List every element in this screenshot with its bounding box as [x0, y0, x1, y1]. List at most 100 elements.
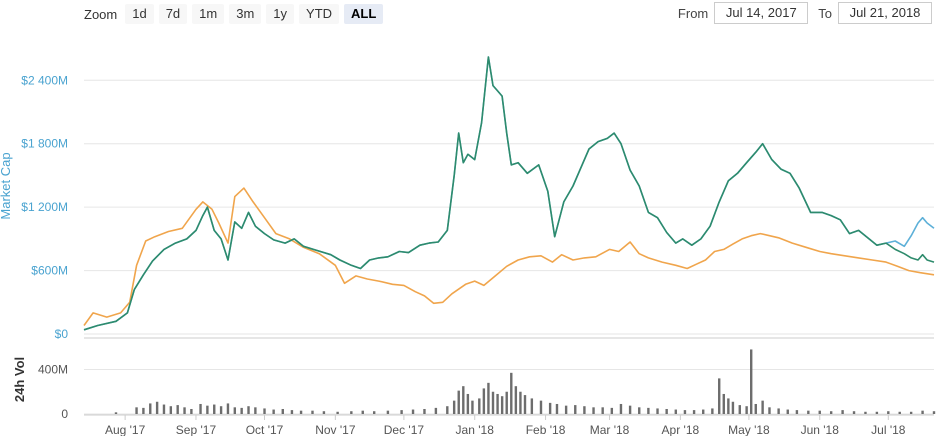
- volume-bar: [149, 403, 152, 414]
- volume-bar: [807, 410, 810, 414]
- volume-bar: [411, 409, 415, 414]
- volume-bar: [281, 408, 284, 414]
- volume-bar: [233, 407, 237, 414]
- volume-bar: [722, 393, 725, 414]
- volume-bar: [514, 386, 518, 414]
- volume-bar: [674, 409, 678, 414]
- volume-bar: [738, 405, 741, 414]
- y-axis-title: Market Cap: [0, 152, 13, 219]
- zoom-all-button[interactable]: ALL: [344, 4, 384, 24]
- volume-bar: [482, 388, 486, 414]
- zoom-1y-button[interactable]: 1y: [266, 4, 295, 24]
- volume-bar: [190, 408, 193, 414]
- volume-bar: [254, 407, 257, 414]
- volume-bar: [176, 405, 179, 414]
- volume-bar: [718, 378, 721, 414]
- volume-bar: [841, 410, 844, 414]
- from-date-input[interactable]: [714, 2, 809, 24]
- volume-bar: [875, 411, 879, 414]
- volume-bar: [628, 405, 632, 414]
- x-tick-label: Oct '17: [246, 423, 284, 436]
- to-label: To: [818, 5, 832, 21]
- volume-bar: [638, 407, 641, 414]
- volume-bar: [372, 411, 376, 414]
- volume-bar: [322, 411, 326, 414]
- zoom-1d-button[interactable]: 1d: [125, 4, 154, 24]
- volume-bar: [564, 405, 568, 414]
- volume-bar: [446, 406, 449, 414]
- x-tick-label: Mar '18: [590, 423, 630, 436]
- volume-bar: [496, 393, 499, 414]
- zoom-1m-button[interactable]: 1m: [192, 4, 225, 24]
- zoom-3m-button[interactable]: 3m: [229, 4, 262, 24]
- volume-bar: [818, 410, 821, 414]
- volume-bar: [199, 403, 202, 414]
- volume-bar: [457, 390, 460, 414]
- series-line-green: [83, 56, 935, 331]
- volume-bar: [619, 403, 623, 414]
- volume-bar: [142, 407, 145, 414]
- y-tick-label: $0: [55, 327, 69, 341]
- volume-bar: [423, 408, 426, 414]
- x-tick-label: Nov '17: [315, 423, 356, 436]
- y-tick-label: $600M: [31, 264, 68, 278]
- volume-bar: [240, 407, 243, 414]
- volume-bar: [887, 411, 890, 414]
- volume-bar: [548, 402, 552, 414]
- volume-bar: [510, 372, 513, 414]
- volume-bar: [462, 386, 465, 414]
- volume-bar: [761, 400, 764, 414]
- volume-bar: [852, 411, 856, 414]
- volume-bar: [361, 410, 364, 414]
- volume-bar: [487, 382, 490, 414]
- volume-bar: [745, 406, 748, 414]
- volume-axis-title: 24h Vol: [12, 357, 27, 402]
- volume-bar: [478, 398, 481, 414]
- volume-bar: [206, 405, 209, 414]
- zoom-ytd-button[interactable]: YTD: [299, 4, 340, 24]
- volume-bar: [530, 398, 534, 414]
- volume-bar: [519, 391, 522, 414]
- volume-bar: [213, 404, 216, 414]
- volume-bar: [523, 395, 527, 414]
- volume-tick-label: 400M: [38, 362, 68, 376]
- volume-bar: [247, 406, 250, 414]
- volume-bar: [921, 410, 924, 414]
- x-tick-label: May '18: [728, 423, 770, 436]
- volume-bar: [539, 400, 543, 414]
- zoom-label: Zoom: [84, 6, 118, 22]
- volume-bar: [750, 349, 753, 414]
- volume-bar: [183, 407, 186, 414]
- volume-bar: [155, 401, 159, 414]
- volume-bar: [932, 411, 936, 414]
- volume-bar: [768, 407, 771, 414]
- volume-bar: [665, 408, 668, 414]
- volume-bar: [731, 401, 735, 414]
- volume-tick-label: 0: [61, 407, 68, 421]
- x-tick-label: Apr '18: [662, 423, 700, 436]
- volume-bar: [754, 403, 757, 414]
- volume-bar: [601, 407, 604, 414]
- from-label: From: [677, 5, 709, 21]
- volume-bar: [336, 411, 339, 414]
- volume-bar: [864, 411, 867, 414]
- x-tick-label: Jul '18: [871, 423, 906, 436]
- volume-bar: [583, 406, 586, 414]
- volume-bar: [114, 412, 118, 414]
- x-tick-label: Feb '18: [526, 423, 566, 436]
- volume-bar: [263, 408, 266, 414]
- volume-bar: [898, 411, 901, 414]
- y-tick-label: $1 800M: [21, 137, 68, 151]
- volume-bar: [505, 391, 508, 414]
- volume-bar: [829, 411, 833, 414]
- to-date-input[interactable]: [838, 2, 932, 24]
- volume-bar: [592, 407, 595, 414]
- volume-bar: [452, 400, 456, 414]
- volume-bar: [656, 408, 659, 414]
- volume-bar: [610, 407, 614, 414]
- volume-bar: [311, 410, 314, 414]
- volume-bar: [162, 404, 166, 414]
- zoom-7d-button[interactable]: 7d: [158, 4, 188, 24]
- x-tick-label: Jun '18: [801, 423, 840, 436]
